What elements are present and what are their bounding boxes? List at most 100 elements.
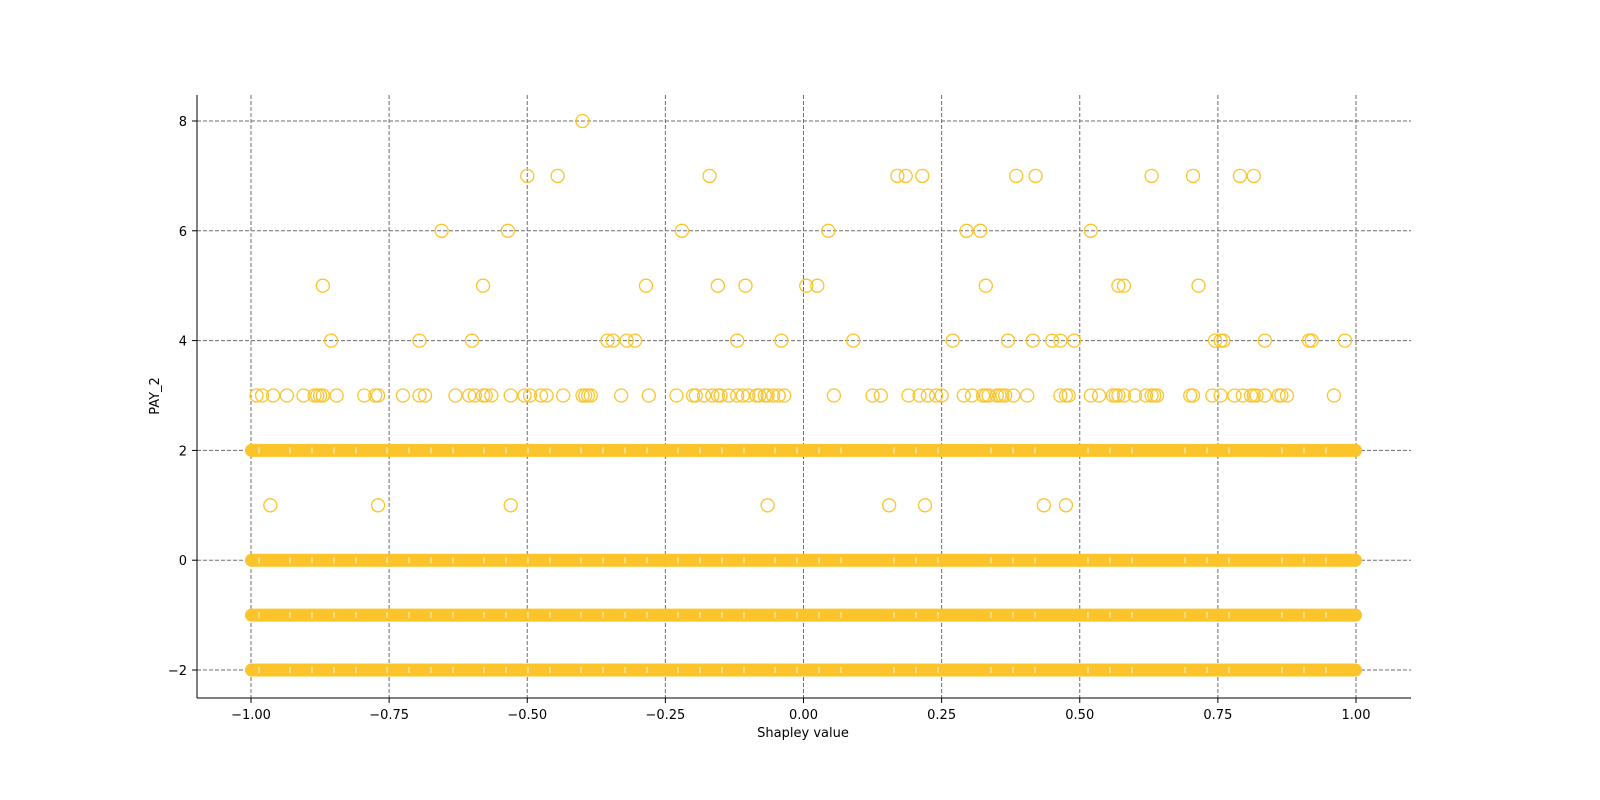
data-point xyxy=(323,333,339,348)
data-point xyxy=(296,388,311,403)
data-point xyxy=(1235,388,1250,403)
data-point xyxy=(550,168,565,184)
data-point xyxy=(1083,388,1098,403)
data-point xyxy=(777,388,792,403)
data-point xyxy=(959,223,974,238)
data-point xyxy=(1191,278,1206,293)
data-point xyxy=(1144,388,1159,403)
data-point xyxy=(412,333,427,348)
data-point xyxy=(467,388,482,403)
dense-band xyxy=(245,443,1362,457)
data-point xyxy=(1006,388,1021,403)
dense-point-bands xyxy=(245,443,1362,677)
data-point xyxy=(934,388,949,403)
data-point xyxy=(973,223,988,238)
data-point xyxy=(1207,333,1223,348)
data-point xyxy=(370,388,386,403)
data-point xyxy=(1326,388,1342,403)
data-point xyxy=(605,333,621,348)
data-point xyxy=(978,278,993,293)
data-point xyxy=(945,333,960,348)
y-tick-label: 0 xyxy=(179,554,187,569)
data-point xyxy=(1020,388,1035,403)
data-point xyxy=(1257,388,1272,403)
data-point xyxy=(484,388,499,403)
x-tick-label: −0.50 xyxy=(507,708,547,723)
y-tick-label: 2 xyxy=(179,444,187,459)
x-tick-label: −0.25 xyxy=(645,708,685,723)
data-point xyxy=(478,388,493,403)
data-point xyxy=(575,113,590,129)
data-point xyxy=(1058,388,1074,403)
data-point xyxy=(1111,278,1126,293)
data-point xyxy=(1185,388,1201,403)
data-point xyxy=(998,388,1013,403)
x-tick-label: 0.75 xyxy=(1203,708,1232,723)
data-point xyxy=(578,388,593,403)
dense-band xyxy=(245,608,1362,622)
data-point xyxy=(315,278,330,293)
data-point xyxy=(1067,333,1082,348)
data-point xyxy=(1058,498,1074,513)
data-point xyxy=(254,388,270,403)
x-tick-label: 0.25 xyxy=(927,708,956,723)
x-tick-label: −1.00 xyxy=(231,708,271,723)
data-point xyxy=(1149,388,1165,403)
data-point xyxy=(1213,388,1228,403)
data-point xyxy=(1083,223,1098,238)
data-point xyxy=(898,168,913,184)
y-tick-label: 4 xyxy=(179,335,187,350)
data-point xyxy=(1232,168,1248,184)
data-point xyxy=(1138,388,1154,403)
data-point xyxy=(928,388,944,403)
x-axis-ticks: −1.00 −0.75 −0.50 −0.25 0.00 0.25 0.50 0.75 1.00 xyxy=(231,698,1370,723)
data-point xyxy=(730,388,745,403)
data-point xyxy=(981,388,996,403)
data-point xyxy=(915,168,930,184)
data-point xyxy=(464,333,480,348)
data-point xyxy=(713,388,728,403)
x-tick-label: 0.00 xyxy=(789,708,818,723)
data-point xyxy=(517,388,532,403)
data-point xyxy=(956,388,971,403)
data-point xyxy=(462,388,477,403)
data-point xyxy=(735,388,750,403)
data-point xyxy=(760,388,775,403)
y-axis-ticks: −2 0 2 4 6 8 xyxy=(168,115,197,679)
data-point xyxy=(920,388,935,403)
data-point xyxy=(1061,388,1076,403)
data-point xyxy=(249,388,264,403)
data-point xyxy=(1127,388,1143,403)
data-point xyxy=(741,388,756,403)
data-point xyxy=(556,388,571,403)
data-point xyxy=(583,388,598,403)
data-point xyxy=(846,333,861,348)
data-point xyxy=(263,498,278,513)
y-tick-label: −2 xyxy=(168,664,187,679)
data-point xyxy=(1249,388,1264,403)
x-tick-label: 1.00 xyxy=(1342,708,1371,723)
data-point xyxy=(448,388,463,403)
data-point xyxy=(901,388,916,403)
data-point xyxy=(730,333,745,348)
data-point xyxy=(520,168,535,184)
data-point xyxy=(1053,333,1068,348)
data-point xyxy=(265,388,281,403)
data-point xyxy=(696,388,712,403)
data-point xyxy=(1227,388,1242,403)
data-point xyxy=(1185,168,1201,184)
scatter-points xyxy=(249,113,1353,513)
grid-lines xyxy=(197,95,1411,698)
data-point xyxy=(370,498,386,513)
data-point xyxy=(522,388,538,403)
data-point xyxy=(357,388,372,403)
data-point xyxy=(1116,278,1132,293)
y-tick-label: 6 xyxy=(179,225,187,240)
x-tick-label: 0.50 xyxy=(1065,708,1094,723)
dense-band xyxy=(245,553,1362,567)
x-tick-label: −0.75 xyxy=(369,708,409,723)
data-point xyxy=(1028,168,1043,184)
data-point xyxy=(771,388,786,403)
data-point xyxy=(1246,168,1261,184)
